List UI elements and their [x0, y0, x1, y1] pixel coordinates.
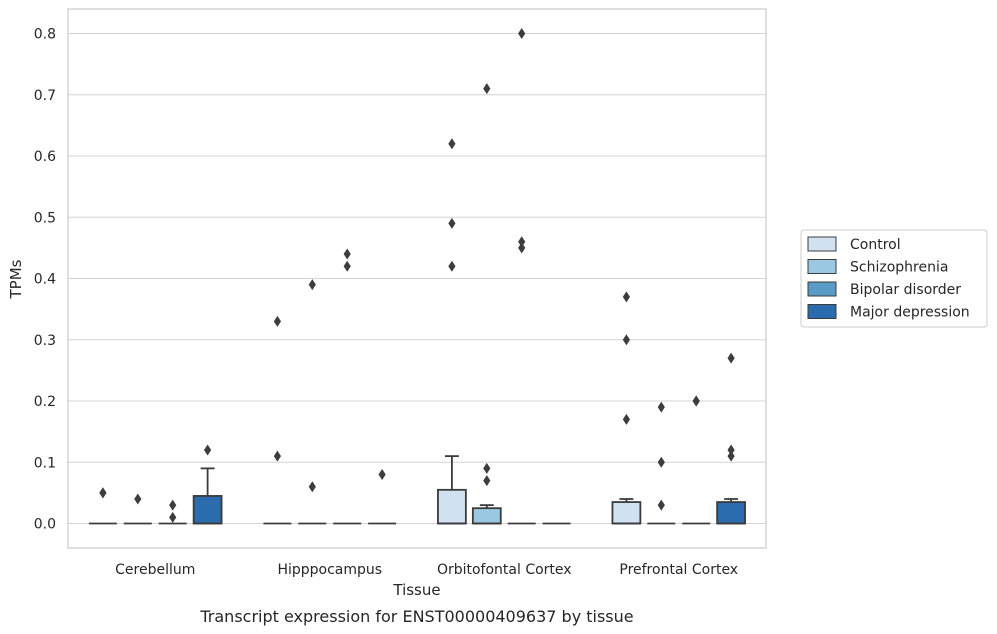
outlier-point — [273, 315, 281, 327]
outlier-point — [308, 481, 316, 493]
outlier-point — [657, 499, 665, 511]
legend-entry-label: Major depression — [850, 305, 970, 321]
outlier-point — [169, 511, 177, 523]
outlier-point — [204, 444, 212, 456]
y-tick-label: 0.5 — [34, 210, 56, 226]
outlier-point — [657, 401, 665, 413]
x-tick-label: Hipppocampus — [277, 562, 382, 578]
legend-swatch — [807, 259, 837, 274]
y-tick-label: 0.2 — [34, 394, 56, 410]
box — [716, 501, 746, 525]
box — [471, 507, 502, 525]
outlier-point — [343, 248, 351, 260]
box-group — [647, 401, 676, 525]
plot-area-frame — [67, 8, 767, 549]
outlier-point — [622, 291, 630, 303]
y-tick-label: 0.1 — [34, 455, 56, 471]
box-marks — [88, 28, 746, 525]
legend-swatch — [807, 304, 837, 319]
legend-entry-label: Schizophrenia — [850, 260, 948, 276]
y-tick-label: 0.4 — [34, 272, 56, 288]
y-tick-label: 0.3 — [34, 333, 56, 349]
x-axis-label: Tissue — [392, 581, 440, 599]
y-tick-label: 0.0 — [34, 517, 56, 533]
legend-frame — [800, 229, 988, 328]
outlier-point — [308, 279, 316, 291]
y-axis-label: TPMs — [7, 259, 25, 299]
box-group — [298, 279, 327, 525]
box-group — [368, 469, 397, 525]
outlier-point — [518, 242, 526, 254]
box-group — [471, 83, 502, 525]
outlier-point — [483, 475, 491, 487]
legend-entry-label: Control — [850, 237, 901, 253]
outlier-point — [727, 450, 735, 462]
box-group — [333, 248, 362, 525]
y-tick-label: 0.6 — [34, 149, 56, 165]
box-group — [88, 487, 117, 525]
x-tick-label: Cerebellum — [115, 562, 195, 578]
chart-caption: Transcript expression for ENST0000040963… — [199, 607, 633, 626]
box-group — [682, 395, 711, 525]
box — [437, 488, 467, 525]
outlier-point — [448, 217, 456, 229]
box-group — [716, 352, 746, 525]
outlier-point — [727, 352, 735, 364]
outlier-point — [134, 493, 142, 505]
box — [611, 501, 642, 525]
outlier-point — [692, 395, 700, 407]
outlier-point — [378, 469, 386, 480]
outlier-point — [273, 450, 281, 462]
outlier-point — [169, 499, 177, 511]
outlier-point — [343, 260, 351, 272]
y-axis-ticks: 0.0 0.1 0.2 0.3 0.4 0.5 0.6 0.7 0.8 — [34, 27, 56, 533]
box-group — [437, 138, 467, 525]
legend-entry-label: Bipolar disorder — [850, 282, 961, 298]
outlier-point — [448, 260, 456, 272]
outlier-point — [483, 83, 491, 95]
outlier-point — [483, 462, 491, 474]
x-tick-label: Prefrontal Cortex — [619, 562, 738, 578]
box-group — [611, 291, 642, 525]
outlier-point — [448, 138, 456, 150]
x-axis-ticks: Cerebellum Hipppocampus Orbitofontal Corte… — [115, 562, 738, 578]
box-group — [192, 444, 223, 525]
outlier-point — [99, 487, 107, 499]
outlier-point — [622, 413, 630, 425]
box-group — [507, 28, 536, 525]
x-tick-label: Orbitofontal Cortex — [437, 562, 572, 578]
y-tick-label: 0.8 — [34, 27, 56, 43]
box-group — [123, 493, 152, 525]
outlier-point — [518, 236, 526, 248]
outlier-point — [727, 444, 735, 456]
outlier-point — [622, 334, 630, 346]
box-group — [263, 315, 292, 525]
legend-swatch — [807, 281, 837, 297]
outlier-point — [657, 456, 665, 468]
y-tick-label: 0.7 — [34, 88, 56, 104]
outlier-point — [518, 28, 526, 39]
legend-swatch — [807, 236, 837, 252]
box-group — [158, 499, 187, 525]
box — [192, 495, 223, 525]
legend: Control Schizophrenia Bipolar disorder Majo… — [800, 229, 988, 328]
